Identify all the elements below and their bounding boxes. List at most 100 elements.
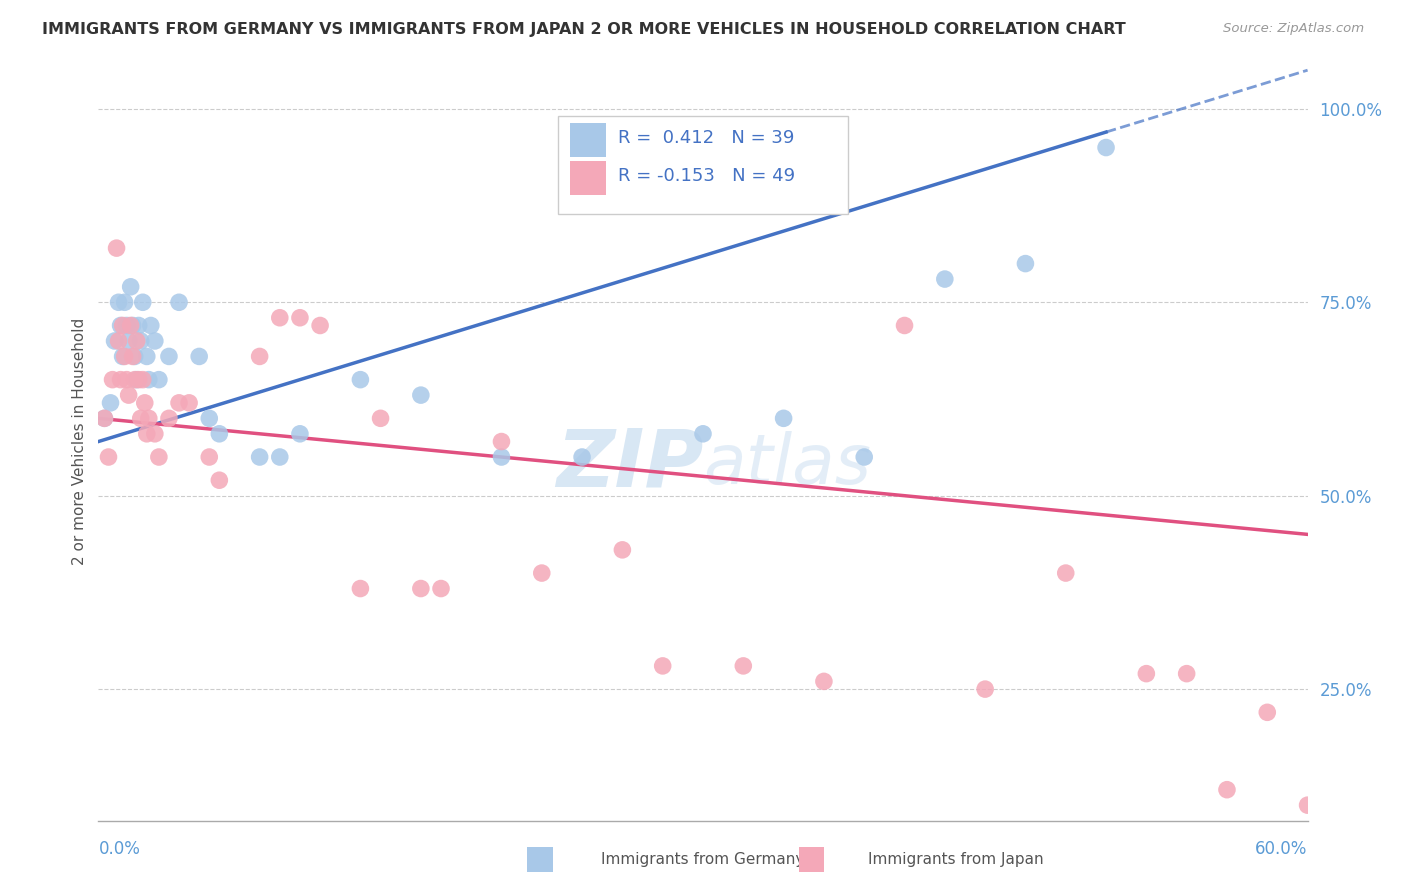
Point — [571, 450, 593, 464]
FancyBboxPatch shape — [569, 161, 606, 195]
Point — [125, 373, 148, 387]
Text: atlas: atlas — [703, 431, 870, 498]
Point — [249, 350, 271, 364]
Point — [101, 373, 124, 387]
Point — [651, 659, 673, 673]
Text: ZIP: ZIP — [555, 425, 703, 503]
Point — [974, 682, 997, 697]
Point — [114, 350, 136, 364]
Point — [132, 295, 155, 310]
Point — [148, 373, 170, 387]
Point — [107, 334, 129, 348]
Point — [143, 334, 166, 348]
Point — [135, 426, 157, 441]
Point — [97, 450, 120, 464]
Point — [124, 373, 146, 387]
Point — [121, 318, 143, 333]
Point — [491, 450, 513, 464]
Point — [138, 411, 160, 425]
Point — [118, 388, 141, 402]
Point — [1216, 782, 1239, 797]
FancyBboxPatch shape — [558, 115, 848, 214]
Point — [430, 582, 453, 596]
Point — [269, 450, 291, 464]
Point — [893, 318, 915, 333]
Y-axis label: 2 or more Vehicles in Household: 2 or more Vehicles in Household — [72, 318, 87, 566]
Point — [692, 426, 714, 441]
Point — [370, 411, 392, 425]
Point — [208, 473, 231, 487]
Point — [115, 318, 138, 333]
Point — [100, 396, 122, 410]
Text: R =  0.412   N = 39: R = 0.412 N = 39 — [619, 129, 794, 147]
Point — [269, 310, 291, 325]
Point — [1175, 666, 1198, 681]
Point — [409, 582, 432, 596]
Point — [120, 280, 142, 294]
Point — [125, 334, 148, 348]
Point — [138, 373, 160, 387]
Point — [349, 373, 371, 387]
Point — [1014, 257, 1036, 271]
Text: 60.0%: 60.0% — [1256, 840, 1308, 858]
Point — [409, 388, 432, 402]
Point — [288, 310, 311, 325]
Point — [733, 659, 755, 673]
Point — [309, 318, 332, 333]
Point — [103, 334, 125, 348]
Point — [1054, 566, 1077, 580]
Point — [111, 318, 134, 333]
Point — [198, 450, 221, 464]
Point — [853, 450, 876, 464]
Point — [93, 411, 115, 425]
Point — [288, 426, 311, 441]
Point — [105, 241, 128, 255]
Point — [128, 373, 150, 387]
Point — [157, 350, 180, 364]
Point — [132, 373, 155, 387]
Point — [530, 566, 553, 580]
Point — [612, 542, 634, 557]
Point — [208, 426, 231, 441]
Text: Immigrants from Japan: Immigrants from Japan — [869, 853, 1043, 867]
Point — [143, 426, 166, 441]
Text: R = -0.153   N = 49: R = -0.153 N = 49 — [619, 167, 796, 186]
Point — [93, 411, 115, 425]
Point — [110, 318, 132, 333]
Point — [157, 411, 180, 425]
Point — [491, 434, 513, 449]
Point — [1135, 666, 1157, 681]
Point — [167, 396, 190, 410]
Point — [813, 674, 835, 689]
FancyBboxPatch shape — [569, 123, 606, 157]
Point — [249, 450, 271, 464]
Point — [107, 295, 129, 310]
Point — [135, 350, 157, 364]
Point — [128, 318, 150, 333]
Point — [114, 295, 136, 310]
Point — [188, 350, 211, 364]
Point — [934, 272, 956, 286]
Point — [148, 450, 170, 464]
Point — [124, 350, 146, 364]
Point — [115, 373, 138, 387]
Text: Immigrants from Germany: Immigrants from Germany — [602, 853, 804, 867]
Point — [129, 334, 152, 348]
Point — [179, 396, 201, 410]
Point — [167, 295, 190, 310]
Point — [349, 582, 371, 596]
Point — [139, 318, 162, 333]
Point — [118, 334, 141, 348]
Point — [772, 411, 794, 425]
Text: IMMIGRANTS FROM GERMANY VS IMMIGRANTS FROM JAPAN 2 OR MORE VEHICLES IN HOUSEHOLD: IMMIGRANTS FROM GERMANY VS IMMIGRANTS FR… — [42, 22, 1126, 37]
Point — [129, 411, 152, 425]
Point — [134, 396, 156, 410]
Point — [120, 318, 142, 333]
Point — [1256, 706, 1278, 720]
Point — [110, 373, 132, 387]
Point — [1296, 798, 1319, 813]
Point — [121, 350, 143, 364]
Text: Source: ZipAtlas.com: Source: ZipAtlas.com — [1223, 22, 1364, 36]
Point — [111, 350, 134, 364]
Text: 0.0%: 0.0% — [98, 840, 141, 858]
